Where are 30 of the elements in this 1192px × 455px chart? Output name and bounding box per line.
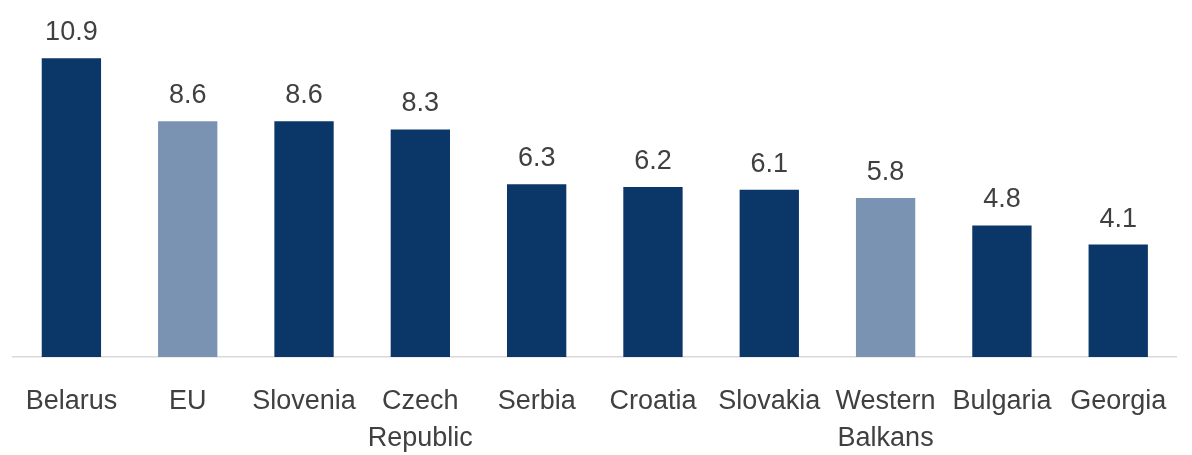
x-tick-label: Slovakia — [718, 384, 822, 415]
data-label: 8.6 — [168, 79, 207, 110]
x-tick-label: Czech Republic — [367, 384, 473, 452]
data-label: 4.1 — [1099, 202, 1138, 233]
x-tick-label: Georgia — [1070, 384, 1168, 415]
data-label: 8.6 — [285, 79, 323, 110]
data-label: 10.9 — [45, 16, 98, 47]
data-label: 8.3 — [401, 87, 440, 118]
data-label: 6.2 — [634, 144, 672, 175]
bar — [390, 129, 450, 357]
x-tick-label: Slovenia — [252, 384, 357, 415]
x-tick-label: Croatia — [609, 384, 698, 415]
x-tick-label: Western Balkans — [835, 384, 936, 452]
x-tick-label: Belarus — [25, 384, 118, 415]
bar — [972, 225, 1032, 357]
bar — [158, 121, 218, 357]
data-label: 6.3 — [517, 142, 556, 173]
data-label: 4.8 — [983, 183, 1021, 214]
data-label: 6.1 — [750, 147, 789, 178]
bar — [1088, 244, 1148, 357]
data-label: 5.8 — [866, 155, 905, 186]
x-tick-label: Serbia — [497, 384, 577, 415]
x-tick-label: Bulgaria — [952, 384, 1053, 415]
x-tick-label: EU — [168, 384, 207, 415]
bar — [855, 197, 916, 357]
bar — [739, 189, 799, 357]
bar — [507, 184, 567, 357]
bar — [623, 187, 683, 357]
bar — [274, 121, 334, 357]
bar — [41, 58, 102, 357]
